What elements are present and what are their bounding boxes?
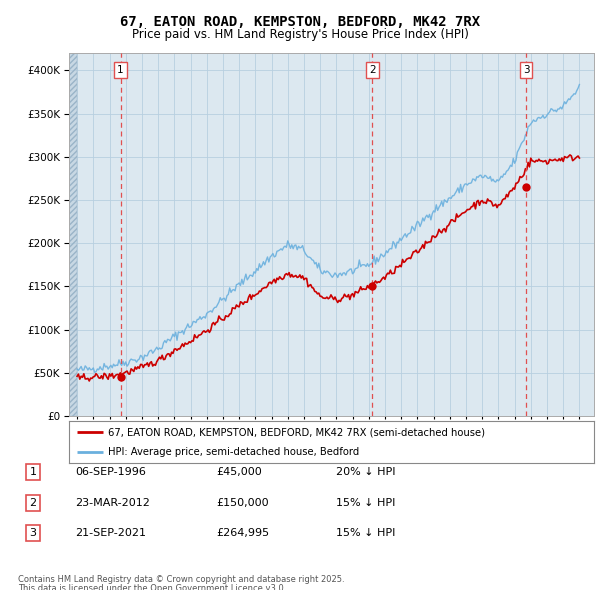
Text: 3: 3	[29, 529, 37, 538]
Text: 67, EATON ROAD, KEMPSTON, BEDFORD, MK42 7RX (semi-detached house): 67, EATON ROAD, KEMPSTON, BEDFORD, MK42 …	[109, 427, 485, 437]
Text: £150,000: £150,000	[216, 498, 269, 507]
Bar	[69, 53, 77, 416]
Text: 15% ↓ HPI: 15% ↓ HPI	[336, 498, 395, 507]
Text: 1: 1	[117, 65, 124, 76]
Text: 2: 2	[369, 65, 376, 76]
Text: 21-SEP-2021: 21-SEP-2021	[75, 529, 146, 538]
Text: 23-MAR-2012: 23-MAR-2012	[75, 498, 150, 507]
Text: Contains HM Land Registry data © Crown copyright and database right 2025.: Contains HM Land Registry data © Crown c…	[18, 575, 344, 584]
Text: 1: 1	[29, 467, 37, 477]
Text: 2: 2	[29, 498, 37, 507]
Text: 67, EATON ROAD, KEMPSTON, BEDFORD, MK42 7RX: 67, EATON ROAD, KEMPSTON, BEDFORD, MK42 …	[120, 15, 480, 30]
Text: £264,995: £264,995	[216, 529, 269, 538]
Text: Price paid vs. HM Land Registry's House Price Index (HPI): Price paid vs. HM Land Registry's House …	[131, 28, 469, 41]
Text: This data is licensed under the Open Government Licence v3.0.: This data is licensed under the Open Gov…	[18, 584, 286, 590]
Text: 06-SEP-1996: 06-SEP-1996	[75, 467, 146, 477]
Text: 3: 3	[523, 65, 530, 76]
Text: 20% ↓ HPI: 20% ↓ HPI	[336, 467, 395, 477]
Text: HPI: Average price, semi-detached house, Bedford: HPI: Average price, semi-detached house,…	[109, 447, 359, 457]
Text: £45,000: £45,000	[216, 467, 262, 477]
Text: 15% ↓ HPI: 15% ↓ HPI	[336, 529, 395, 538]
Bar	[69, 53, 77, 416]
